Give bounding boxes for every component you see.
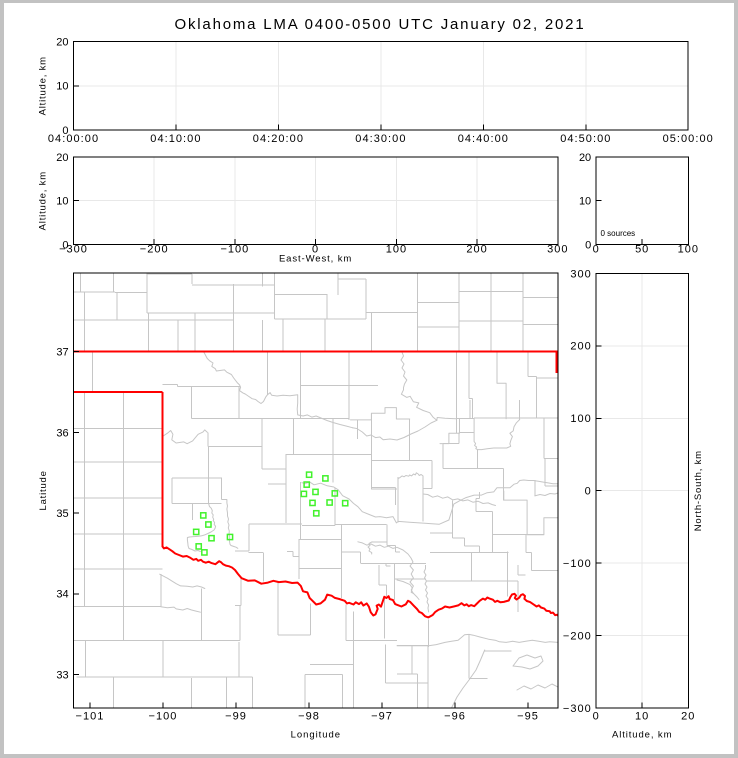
svg-text:−99: −99 — [225, 711, 247, 723]
svg-text:04:00:00: 04:00:00 — [48, 133, 99, 145]
svg-text:300: 300 — [547, 243, 568, 255]
svg-text:−100: −100 — [221, 243, 250, 255]
svg-text:−300: −300 — [563, 703, 592, 715]
svg-text:0: 0 — [585, 486, 592, 498]
svg-text:100: 100 — [570, 413, 591, 425]
svg-text:0: 0 — [593, 711, 600, 723]
svg-text:−300: −300 — [59, 243, 88, 255]
svg-text:33: 33 — [56, 669, 68, 681]
svg-text:−101: −101 — [76, 711, 105, 723]
svg-text:−95: −95 — [517, 711, 539, 723]
svg-text:100: 100 — [678, 243, 699, 255]
svg-text:20: 20 — [579, 152, 591, 164]
svg-text:0: 0 — [585, 239, 591, 251]
svg-text:100: 100 — [386, 243, 407, 255]
svg-text:−97: −97 — [371, 711, 393, 723]
svg-text:Oklahoma LMA 0400-0500 UTC Jan: Oklahoma LMA 0400-0500 UTC January 02, 2… — [175, 16, 586, 33]
svg-text:04:20:00: 04:20:00 — [253, 133, 304, 145]
svg-text:34: 34 — [56, 589, 68, 601]
svg-text:−96: −96 — [444, 711, 466, 723]
svg-text:04:40:00: 04:40:00 — [458, 133, 509, 145]
svg-text:20: 20 — [56, 36, 68, 48]
svg-text:10: 10 — [579, 196, 591, 208]
svg-text:Longitude: Longitude — [291, 730, 341, 741]
svg-text:0: 0 — [593, 243, 600, 255]
svg-text:−200: −200 — [563, 631, 592, 643]
svg-text:Altitude, km: Altitude, km — [612, 730, 672, 741]
svg-text:North-South, km: North-South, km — [693, 450, 704, 531]
svg-text:−200: −200 — [140, 243, 169, 255]
svg-text:37: 37 — [56, 347, 68, 359]
svg-text:05:00:00: 05:00:00 — [663, 133, 714, 145]
svg-text:−100: −100 — [149, 711, 178, 723]
svg-text:200: 200 — [466, 243, 487, 255]
svg-text:−98: −98 — [298, 711, 320, 723]
svg-text:0 sources: 0 sources — [601, 229, 636, 238]
svg-text:20: 20 — [56, 152, 68, 164]
svg-text:10: 10 — [56, 196, 68, 208]
svg-text:300: 300 — [570, 268, 591, 280]
svg-text:35: 35 — [56, 508, 68, 520]
svg-text:200: 200 — [570, 341, 591, 353]
svg-text:Altitude, km: Altitude, km — [38, 56, 49, 115]
svg-text:36: 36 — [56, 427, 68, 439]
svg-text:Altitude, km: Altitude, km — [38, 171, 49, 230]
svg-text:20: 20 — [681, 711, 695, 723]
svg-text:10: 10 — [56, 81, 68, 93]
svg-text:04:30:00: 04:30:00 — [355, 133, 406, 145]
svg-text:04:10:00: 04:10:00 — [150, 133, 201, 145]
svg-text:0: 0 — [312, 243, 319, 255]
svg-text:East-West, km: East-West, km — [279, 254, 352, 265]
svg-text:Latitude: Latitude — [38, 470, 49, 510]
svg-text:0: 0 — [62, 239, 68, 251]
svg-text:0: 0 — [62, 125, 68, 137]
svg-text:10: 10 — [635, 711, 649, 723]
svg-text:04:50:00: 04:50:00 — [560, 133, 611, 145]
svg-text:50: 50 — [635, 243, 649, 255]
svg-text:−100: −100 — [563, 558, 592, 570]
